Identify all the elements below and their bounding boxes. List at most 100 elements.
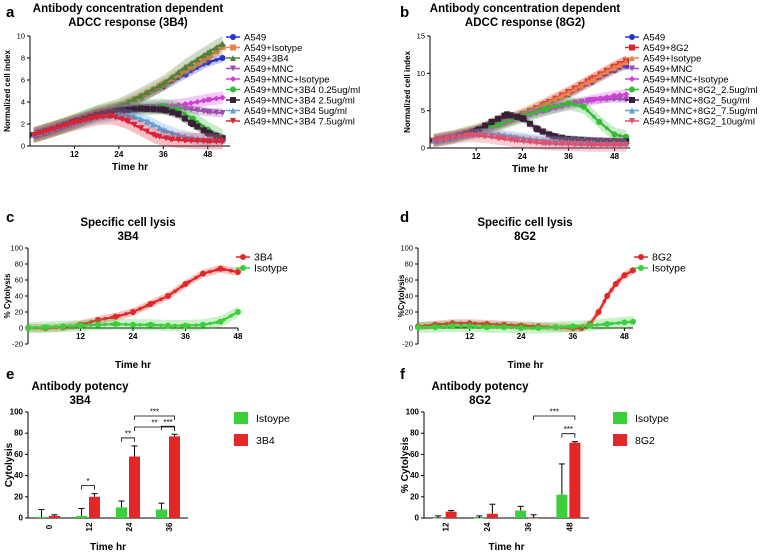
data-point (456, 133, 463, 140)
chart-d-title: Specific cell lysis (477, 217, 572, 229)
data-point (150, 85, 157, 92)
data-point (437, 325, 442, 329)
data-point (194, 60, 201, 67)
data-point (552, 324, 559, 331)
data-point (188, 60, 195, 67)
legend-label: Istoype (256, 413, 290, 425)
data-point (195, 66, 200, 70)
legend-label: 8G2 (652, 252, 672, 264)
data-point (138, 92, 145, 99)
data-point (60, 323, 66, 330)
data-point (213, 95, 220, 102)
legend-label: A549+3B4 (244, 54, 289, 65)
data-point (495, 322, 499, 327)
data-point (511, 137, 518, 144)
data-point (68, 324, 72, 328)
data-point (188, 100, 195, 107)
data-point (449, 323, 456, 330)
data-point (509, 325, 513, 330)
data-point (584, 141, 591, 148)
legend-label: A549+MNC+3B4 5ug/ml (244, 106, 347, 117)
y-tick-label: 20 (14, 492, 23, 501)
data-point (623, 91, 630, 98)
y-tick-label: 100 (400, 244, 413, 253)
legend-label: A549+MNC (244, 64, 294, 75)
data-point (443, 135, 450, 142)
data-point (156, 82, 163, 89)
y-tick-label: 6 (21, 76, 25, 85)
data-point (131, 121, 138, 128)
data-point (482, 122, 489, 129)
x-tick-label: 48 (610, 152, 619, 161)
legend-label: A549+MNC+8G2_5ug/ml (643, 96, 750, 107)
x-tick-label: 24 (518, 152, 527, 161)
data-point (213, 109, 220, 116)
legend-marker (638, 265, 644, 271)
data-point (204, 129, 211, 136)
bar-3B4-0 (49, 515, 60, 518)
data-point (465, 132, 472, 139)
legend-marker (629, 118, 635, 124)
legend-swatch (234, 412, 248, 424)
data-point (489, 124, 494, 129)
data-point (602, 299, 607, 304)
legend-marker (230, 65, 236, 72)
data-point (182, 281, 189, 287)
data-point (571, 86, 578, 93)
legend-label: A549+Isotype (244, 43, 302, 54)
data-point (508, 118, 513, 123)
legend-swatch (234, 434, 248, 446)
chart-e: 0 20 40 60 80 100 0 12 24 36 Time hr Cytolysis Istoy… (4, 408, 290, 552)
data-point (623, 142, 630, 149)
data-point (533, 105, 540, 112)
legend-marker (629, 55, 635, 61)
legend-marker (629, 44, 635, 51)
data-point (175, 132, 182, 138)
data-point (160, 80, 167, 87)
chart-e-title: Antibody potency (31, 381, 129, 393)
bar-Istoype-12 (76, 515, 87, 518)
x-tick-label: 48 (234, 332, 243, 341)
data-point (219, 110, 226, 116)
data-point (33, 325, 37, 330)
bar-Istoype-36 (156, 509, 167, 518)
data-point (200, 138, 207, 145)
data-point (194, 123, 201, 130)
data-point (204, 49, 211, 56)
y-tick-label: 0 (421, 144, 425, 153)
y-tick-label: 15 (417, 32, 425, 41)
data-point (488, 118, 495, 125)
data-point (611, 64, 618, 71)
data-point (81, 117, 88, 124)
x-axis-label: Time hr (508, 360, 544, 371)
y-tick-label: 60 (410, 450, 419, 459)
data-point (494, 115, 501, 122)
data-point (520, 138, 527, 145)
data-point (213, 138, 220, 145)
significance-label: *** (564, 425, 573, 434)
data-point (473, 321, 478, 326)
data-point (103, 322, 107, 327)
data-point (559, 134, 566, 141)
chart-a-subtitle: ADCC response (3B4) (68, 17, 188, 29)
legend-label: Isotype (652, 263, 686, 275)
data-point (588, 97, 595, 104)
data-point (138, 323, 142, 327)
x-tick-label: 24 (483, 522, 492, 531)
legend-marker (230, 34, 236, 40)
data-point (502, 120, 507, 125)
legend-marker (629, 97, 635, 103)
data-point (201, 124, 206, 129)
data-point (535, 325, 542, 331)
data-point (571, 141, 578, 148)
data-point (539, 128, 546, 135)
data-point (480, 133, 487, 140)
data-point (183, 111, 187, 116)
x-tick-label: 36 (568, 332, 577, 341)
legend-label: A549+Isotype (643, 54, 701, 65)
significance-label: *** (550, 408, 559, 417)
legend-marker (240, 254, 246, 260)
chart-c-title: Specific cell lysis (80, 217, 175, 229)
x-tick-label: 36 (159, 150, 168, 159)
data-point (118, 116, 125, 123)
